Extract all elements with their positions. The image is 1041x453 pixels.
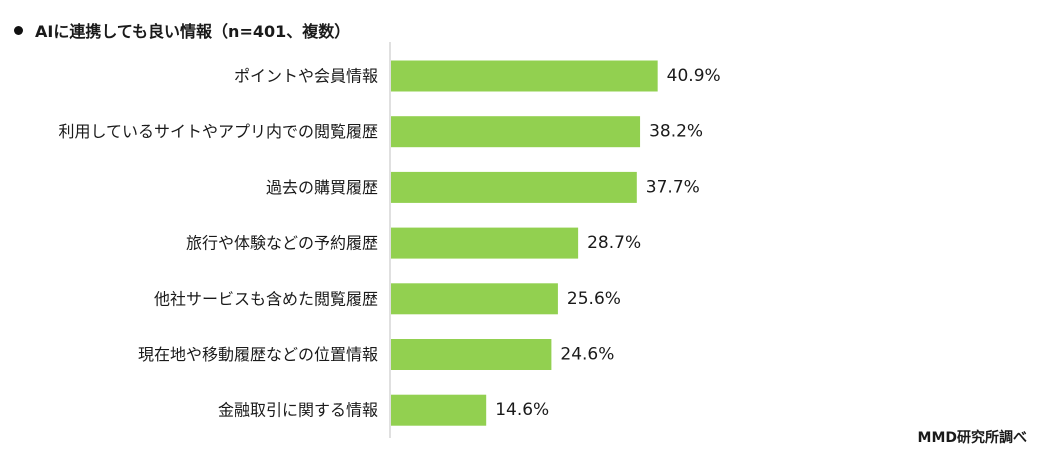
bar — [391, 227, 579, 259]
value-label: 24.6% — [560, 345, 614, 365]
category-label: 過去の購買履歴 — [266, 178, 378, 197]
category-label: 利用しているサイトやアプリ内での閲覧履歴 — [58, 122, 378, 141]
value-label: 37.7% — [646, 177, 700, 197]
value-label: 40.9% — [667, 66, 721, 86]
value-label: 25.6% — [567, 289, 621, 309]
bars-group: ポイントや会員情報 40.9% 利用しているサイトやアプリ内での閲覧履歴 38.2% 過… — [58, 60, 721, 426]
bar — [391, 60, 658, 92]
bar — [391, 116, 641, 148]
value-label: 38.2% — [649, 122, 703, 142]
bar — [391, 171, 637, 203]
bar — [391, 339, 552, 370]
category-label: 金融取引に関する情報 — [218, 401, 378, 420]
bar — [391, 283, 558, 315]
bar — [391, 394, 487, 426]
category-label: 旅行や体験などの予約履歴 — [186, 234, 378, 253]
title-bullet-icon — [14, 26, 23, 35]
chart-title-text: AIに連携しても良い情報（n=401、複数） — [35, 22, 351, 41]
chart-title: AIに連携しても良い情報（n=401、複数） — [14, 18, 350, 42]
category-label: 現在地や移動履歴などの位置情報 — [138, 345, 378, 364]
value-label: 28.7% — [587, 233, 641, 253]
category-label: 他社サービスも含めた閲覧履歴 — [154, 289, 378, 308]
value-label: 14.6% — [495, 400, 549, 420]
source-note: MMD研究所調べ — [917, 430, 1027, 446]
category-label: ポイントや会員情報 — [234, 67, 378, 86]
